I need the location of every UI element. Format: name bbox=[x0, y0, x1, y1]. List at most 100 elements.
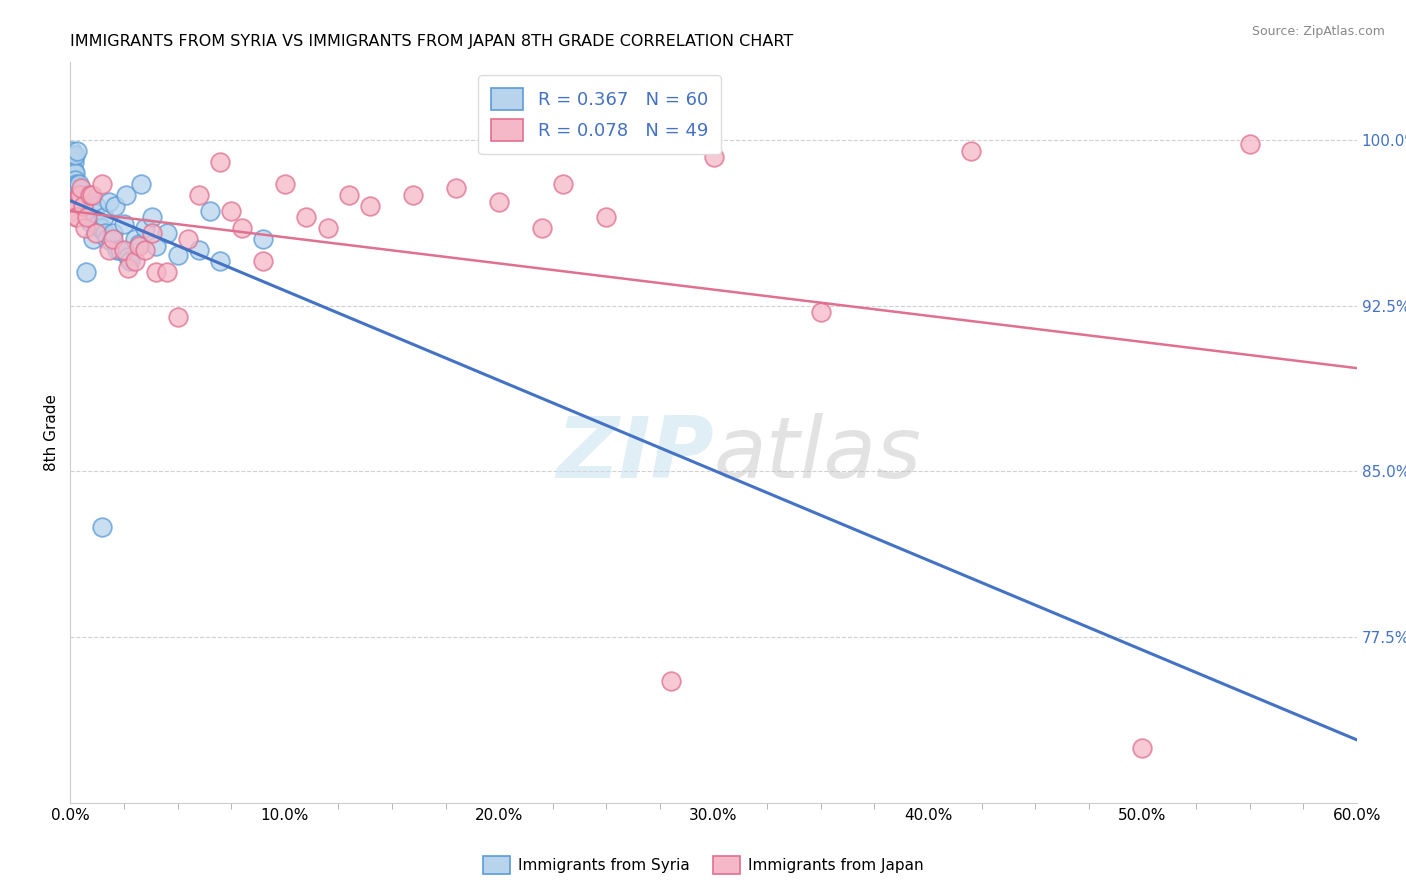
Point bbox=[66, 210, 89, 224]
Point bbox=[93, 226, 115, 240]
Point bbox=[75, 221, 97, 235]
Point bbox=[252, 232, 274, 246]
Point bbox=[100, 235, 122, 249]
Point bbox=[103, 226, 124, 240]
Point bbox=[103, 232, 124, 246]
Point bbox=[702, 151, 725, 165]
Point bbox=[274, 177, 297, 191]
Point bbox=[82, 232, 104, 246]
Point bbox=[70, 181, 93, 195]
Point bbox=[120, 254, 142, 268]
Text: Source: ZipAtlas.com: Source: ZipAtlas.com bbox=[1251, 25, 1385, 38]
Point bbox=[63, 148, 86, 162]
Point bbox=[444, 181, 467, 195]
Point bbox=[1130, 740, 1153, 755]
Point bbox=[104, 199, 127, 213]
Point bbox=[75, 265, 97, 279]
Point bbox=[84, 199, 107, 213]
Text: atlas: atlas bbox=[713, 413, 921, 496]
Point bbox=[76, 188, 98, 202]
Point bbox=[66, 144, 89, 158]
Point bbox=[67, 188, 90, 202]
Point bbox=[62, 203, 84, 218]
Point bbox=[337, 188, 360, 202]
Point bbox=[83, 205, 105, 219]
Point bbox=[531, 221, 554, 235]
Point bbox=[67, 181, 90, 195]
Point bbox=[62, 159, 84, 173]
Point bbox=[80, 210, 103, 224]
Point bbox=[62, 154, 84, 169]
Point bbox=[97, 244, 120, 258]
Point bbox=[91, 519, 114, 533]
Point bbox=[402, 188, 425, 202]
Point bbox=[810, 305, 832, 319]
Point bbox=[76, 210, 98, 224]
Point bbox=[124, 232, 146, 246]
Point bbox=[60, 177, 83, 191]
Point bbox=[252, 254, 274, 268]
Point bbox=[75, 203, 97, 218]
Point bbox=[128, 236, 150, 251]
Point bbox=[60, 188, 83, 202]
Point bbox=[87, 217, 110, 231]
Point bbox=[134, 244, 156, 258]
Point bbox=[62, 199, 84, 213]
Point bbox=[231, 221, 253, 235]
Legend: R = 0.367   N = 60, R = 0.078   N = 49: R = 0.367 N = 60, R = 0.078 N = 49 bbox=[478, 75, 721, 153]
Point bbox=[488, 194, 510, 209]
Point bbox=[70, 193, 93, 207]
Point bbox=[73, 199, 96, 213]
Point bbox=[166, 248, 188, 262]
Point bbox=[107, 244, 129, 258]
Point bbox=[117, 260, 139, 275]
Point bbox=[62, 151, 84, 165]
Point bbox=[295, 210, 318, 224]
Point bbox=[62, 144, 84, 158]
Point bbox=[91, 177, 114, 191]
Point bbox=[219, 203, 242, 218]
Point bbox=[316, 221, 339, 235]
Y-axis label: 8th Grade: 8th Grade bbox=[44, 394, 59, 471]
Point bbox=[89, 221, 111, 235]
Legend: Immigrants from Syria, Immigrants from Japan: Immigrants from Syria, Immigrants from J… bbox=[477, 850, 929, 880]
Point bbox=[77, 210, 100, 224]
Point bbox=[156, 265, 179, 279]
Text: IMMIGRANTS FROM SYRIA VS IMMIGRANTS FROM JAPAN 8TH GRADE CORRELATION CHART: IMMIGRANTS FROM SYRIA VS IMMIGRANTS FROM… bbox=[70, 34, 793, 49]
Point bbox=[595, 210, 617, 224]
Point bbox=[360, 199, 382, 213]
Point bbox=[79, 214, 101, 228]
Point bbox=[67, 188, 90, 202]
Point bbox=[1239, 137, 1261, 152]
Point bbox=[959, 144, 981, 158]
Point bbox=[188, 244, 211, 258]
Point bbox=[96, 232, 118, 246]
Point bbox=[141, 226, 163, 240]
Point bbox=[117, 250, 139, 264]
Point bbox=[65, 210, 87, 224]
Point bbox=[84, 226, 107, 240]
Point bbox=[69, 188, 91, 202]
Point bbox=[80, 188, 103, 202]
Point bbox=[63, 194, 86, 209]
Point bbox=[145, 265, 167, 279]
Point bbox=[79, 188, 101, 202]
Point bbox=[67, 177, 90, 191]
Point bbox=[70, 194, 93, 209]
Point bbox=[63, 163, 86, 178]
Point bbox=[72, 203, 94, 218]
Point bbox=[129, 177, 152, 191]
Point bbox=[659, 674, 682, 689]
Point bbox=[209, 154, 232, 169]
Point bbox=[115, 188, 138, 202]
Point bbox=[128, 239, 150, 253]
Point bbox=[188, 188, 211, 202]
Point bbox=[134, 221, 156, 235]
Point bbox=[209, 254, 232, 268]
Point bbox=[72, 199, 94, 213]
Point bbox=[66, 186, 89, 200]
Point bbox=[166, 310, 188, 324]
Point bbox=[63, 166, 86, 180]
Text: ZIP: ZIP bbox=[555, 413, 713, 496]
Point bbox=[65, 179, 87, 194]
